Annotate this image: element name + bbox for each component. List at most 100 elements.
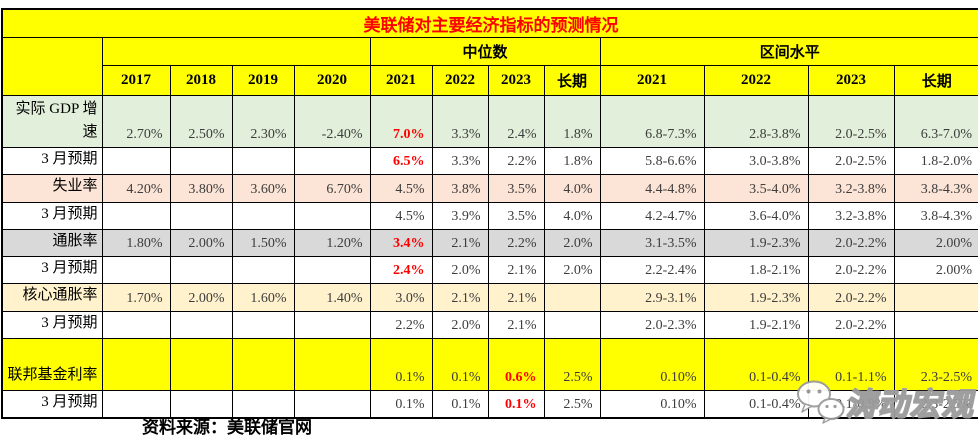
table-cell: 0.1% — [487, 389, 545, 419]
table-cell: 2.9-3.1% — [599, 283, 705, 312]
table-cell: 2.0% — [543, 228, 601, 258]
table-cell: 3.6-4.0% — [703, 201, 809, 230]
table-cell: 6.3-7.0% — [893, 95, 978, 148]
table-cell — [231, 255, 295, 285]
table-cell: 4.20% — [101, 174, 171, 203]
table-cell: 0.1% — [369, 337, 433, 391]
table-cell — [293, 310, 371, 339]
table-cell: 6.70% — [293, 174, 371, 203]
table-cell: 1.8% — [543, 146, 601, 176]
table-cell: 0.1% — [369, 389, 433, 419]
table-cell — [543, 310, 601, 339]
table-cell: 1.9-2.3% — [703, 283, 809, 312]
row-label: 联邦基金利率 — [1, 337, 103, 391]
year-header: 2020 — [293, 65, 371, 96]
table-cell: 3.8% — [431, 174, 489, 203]
table-cell: 2.0% — [543, 255, 601, 285]
year-header: 2023 — [487, 65, 545, 96]
table-cell: 2.1% — [487, 283, 545, 312]
table-cell — [543, 283, 601, 312]
table-cell: -2.40% — [293, 95, 371, 148]
table-cell: 2.0-2.5% — [807, 146, 895, 176]
table-cell: 2.4% — [487, 95, 545, 148]
table-cell — [893, 283, 978, 312]
table-cell: 3.0% — [369, 283, 433, 312]
title-row: 美联储对主要经济指标的预测情况 — [1, 8, 978, 38]
table-row: 3 月预期 4.5% 3.9% 3.5% 4.0% 4.2-4.7% 3.6-4.0% 3.2… — [1, 201, 978, 230]
table-cell: 2.0% — [431, 310, 489, 339]
year-header: 长期 — [543, 65, 601, 96]
table-cell: 3.8-4.3% — [893, 174, 978, 203]
table-cell: 3.0-3.8% — [703, 146, 809, 176]
table-cell: 3.5% — [487, 201, 545, 230]
table-cell: 1.80% — [101, 228, 171, 258]
table-cell — [169, 146, 233, 176]
year-header: 2023 — [807, 65, 895, 96]
table-cell: 0.10% — [599, 389, 705, 419]
table-cell: 2.1% — [487, 310, 545, 339]
table-cell: 0.1-0.4% — [703, 337, 809, 391]
table-cell: 4.0% — [543, 201, 601, 230]
table-cell: 3.3% — [431, 95, 489, 148]
table-cell: 0.1% — [431, 337, 489, 391]
year-header: 2022 — [703, 65, 809, 96]
year-header: 长期 — [893, 65, 978, 96]
year-header: 2022 — [431, 65, 489, 96]
table-cell: 2.30% — [231, 95, 295, 148]
table-cell: 1.9-2.1% — [703, 310, 809, 339]
table-cell: 0.1-1.1% — [807, 337, 895, 391]
table-cell: 3.5% — [487, 174, 545, 203]
table-cell — [231, 337, 295, 391]
table-cell: 2.5% — [543, 337, 601, 391]
table-row: 实际 GDP 增速 2.70% 2.50% 2.30% -2.40% 7.0% 3.3% 2.… — [1, 95, 978, 148]
row-label: 3 月预期 — [1, 389, 103, 419]
table-cell: 2.0-2.2% — [807, 310, 895, 339]
row-label: 3 月预期 — [1, 255, 103, 285]
table-cell: 3.5-4.0% — [703, 174, 809, 203]
table-cell: 3.8-4.3% — [893, 201, 978, 230]
table-cell — [231, 201, 295, 230]
table-cell — [101, 146, 171, 176]
fed-forecast-table: 美联储对主要经济指标的预测情况 中位数 区间水平 2017 2018 2019 202… — [1, 8, 978, 419]
table-cell: 7.0% — [369, 95, 433, 148]
row-label: 3 月预期 — [1, 146, 103, 176]
table-row: 通胀率 1.80% 2.00% 1.50% 1.20% 3.4% 2.1% 2.2% 2.0% 3… — [1, 228, 978, 258]
table-cell: 1.8-2.1% — [703, 255, 809, 285]
row-label: 3 月预期 — [1, 201, 103, 230]
table-cell: 3.2-3.8% — [807, 174, 895, 203]
row-label: 实际 GDP 增速 — [1, 95, 103, 148]
table-cell: 1.9-2.3% — [703, 228, 809, 258]
table-cell: 2.00% — [169, 228, 233, 258]
table-cell: 5.8-6.6% — [599, 146, 705, 176]
table-row: 失业率 4.20% 3.80% 3.60% 6.70% 4.5% 3.8% 3.5% 4.0% 4… — [1, 174, 978, 203]
table-cell: 6.5% — [369, 146, 433, 176]
table-cell: 2.3-2.5% — [893, 389, 978, 419]
table-cell — [101, 310, 171, 339]
table-cell: 2.1% — [431, 283, 489, 312]
table-cell: 2.0-2.2% — [807, 255, 895, 285]
table-cell: 2.00% — [893, 228, 978, 258]
table-cell — [293, 201, 371, 230]
table-cell: 1.50% — [231, 228, 295, 258]
table-row: 3 月预期 6.5% 3.3% 2.2% 1.8% 5.8-6.6% 3.0-3.8% 2.0… — [1, 146, 978, 176]
year-header-row: 2017 2018 2019 2020 2021 2022 2023 长期 2021 2022 20… — [2, 65, 978, 96]
table-cell: 3.1-3.5% — [599, 228, 705, 258]
year-header: 2017 — [101, 65, 171, 96]
table-cell: 2.2% — [369, 310, 433, 339]
row-label: 通胀率 — [1, 228, 103, 258]
row-label: 3 月预期 — [1, 310, 103, 339]
table-cell: 1.8-2.0% — [893, 146, 978, 176]
row-label: 失业率 — [1, 174, 103, 203]
table-cell — [293, 337, 371, 391]
table-row: 联邦基金利率 0.1% 0.1% 0.6% 2.5% 0.10% 0.1-0.4% 0.1-1… — [1, 337, 978, 391]
table-cell — [169, 337, 233, 391]
group-range: 区间水平 — [599, 37, 978, 66]
table-cell: 0.1% — [431, 389, 489, 419]
table-cell — [101, 337, 171, 391]
table-cell — [169, 310, 233, 339]
table-cell: 2.00% — [169, 283, 233, 312]
group-history — [101, 37, 371, 66]
table-cell: 1.40% — [293, 283, 371, 312]
table-cell: 2.70% — [101, 95, 171, 148]
table-cell: 0.1-0.4% — [703, 389, 809, 419]
